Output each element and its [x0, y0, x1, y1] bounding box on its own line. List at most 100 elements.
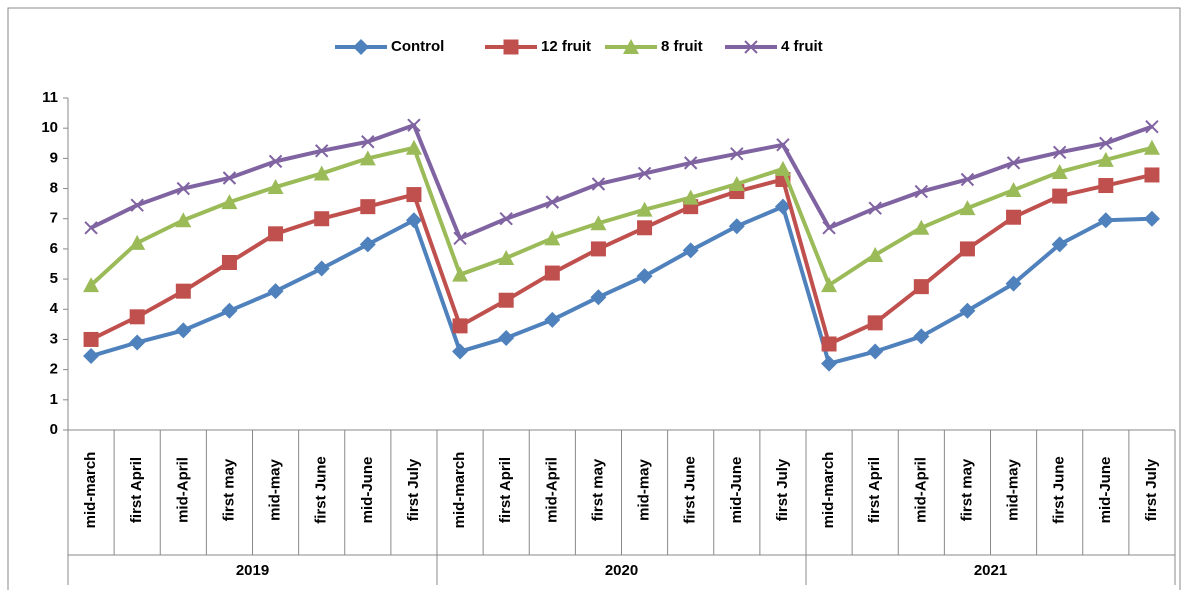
data-point	[130, 198, 144, 212]
data-point	[268, 226, 284, 242]
x-tick-label: mid-march	[451, 452, 468, 529]
data-point	[591, 177, 606, 191]
data-point	[453, 231, 467, 246]
y-tick-label: 0	[50, 421, 58, 438]
data-point	[960, 172, 975, 187]
series-line	[89, 145, 1153, 288]
data-point	[221, 254, 237, 270]
x-tick-label: first July	[1143, 458, 1160, 521]
x-tick-label: mid-April	[543, 457, 560, 523]
data-point	[405, 139, 422, 155]
data-point	[83, 277, 100, 293]
y-tick-label: 5	[50, 270, 58, 287]
data-point	[221, 302, 238, 319]
y-tick-label: 10	[41, 119, 58, 136]
data-point	[314, 144, 329, 158]
data-point	[683, 156, 698, 170]
data-point	[1006, 156, 1021, 170]
data-point	[1051, 236, 1068, 253]
data-point	[313, 165, 330, 181]
x-tick-label: mid-June	[728, 457, 745, 524]
legend-label: Control	[391, 38, 444, 55]
x-tick-label: first April	[497, 457, 514, 523]
data-point	[728, 176, 745, 192]
y-tick-label: 6	[50, 240, 58, 257]
data-point	[774, 198, 791, 215]
series-line	[90, 123, 1153, 241]
data-point	[407, 118, 421, 132]
x-tick-label: first July	[405, 458, 422, 521]
data-point	[867, 315, 883, 331]
data-point	[359, 236, 376, 253]
group-label: 2021	[974, 562, 1007, 579]
x-tick-label: first June	[682, 456, 699, 524]
data-point	[774, 160, 791, 176]
data-point	[1052, 145, 1067, 160]
data-point	[1006, 209, 1022, 225]
x-tick-label: mid-may	[267, 459, 284, 521]
data-point	[1051, 163, 1068, 179]
data-point	[544, 230, 561, 246]
group-label: 2019	[236, 562, 269, 579]
y-tick-label: 8	[50, 180, 58, 197]
group-label: 2020	[605, 562, 638, 579]
x-tick-label: mid-June	[1097, 457, 1114, 524]
data-point	[406, 187, 422, 203]
x-tick-label: mid-may	[1005, 459, 1022, 521]
data-point	[129, 334, 146, 351]
data-point	[1005, 182, 1022, 198]
data-point	[590, 289, 607, 306]
legend-label: 4 fruit	[781, 38, 823, 55]
data-point	[1143, 139, 1160, 155]
data-point	[913, 328, 930, 345]
legend-marker	[623, 39, 639, 54]
data-point	[175, 212, 192, 228]
data-point	[590, 241, 606, 257]
data-point	[637, 166, 652, 181]
data-point	[776, 138, 790, 152]
y-tick-label: 1	[50, 391, 58, 408]
data-point	[682, 242, 699, 259]
data-point	[313, 260, 330, 277]
x-tick-label: first may	[220, 458, 237, 521]
data-point	[221, 194, 238, 210]
data-point	[267, 179, 284, 195]
x-tick-label: mid-march	[82, 452, 99, 529]
data-point	[1144, 167, 1160, 183]
data-point	[498, 249, 515, 265]
data-point	[959, 200, 976, 216]
data-point	[314, 211, 330, 227]
data-point	[499, 212, 513, 226]
data-point	[83, 348, 100, 365]
x-tick-label: mid-April	[912, 457, 929, 523]
data-point	[498, 329, 515, 346]
data-point	[959, 241, 975, 257]
data-point	[682, 189, 699, 205]
data-point	[176, 181, 191, 196]
data-point	[914, 184, 929, 199]
data-point	[175, 283, 191, 299]
y-tick-label: 3	[50, 330, 58, 347]
data-point	[545, 195, 560, 209]
x-tick-label: mid-April	[174, 457, 191, 523]
data-point	[913, 279, 929, 295]
y-tick-label: 11	[42, 89, 58, 106]
data-point	[1145, 119, 1159, 134]
data-point	[83, 331, 99, 347]
chart-border	[7, 7, 1181, 590]
data-point	[821, 336, 837, 352]
x-tick-label: first April	[128, 457, 145, 523]
data-point	[544, 265, 560, 281]
x-tick-label: mid-march	[820, 452, 837, 529]
data-point	[544, 311, 561, 328]
data-point	[1052, 188, 1068, 204]
data-point	[175, 322, 192, 339]
data-point	[267, 283, 284, 300]
legend-label: 8 fruit	[661, 38, 703, 55]
data-point	[498, 292, 514, 308]
y-tick-label: 4	[50, 300, 59, 317]
data-point	[1005, 275, 1022, 292]
x-tick-label: first April	[866, 457, 883, 523]
x-tick-label: first may	[589, 458, 606, 521]
